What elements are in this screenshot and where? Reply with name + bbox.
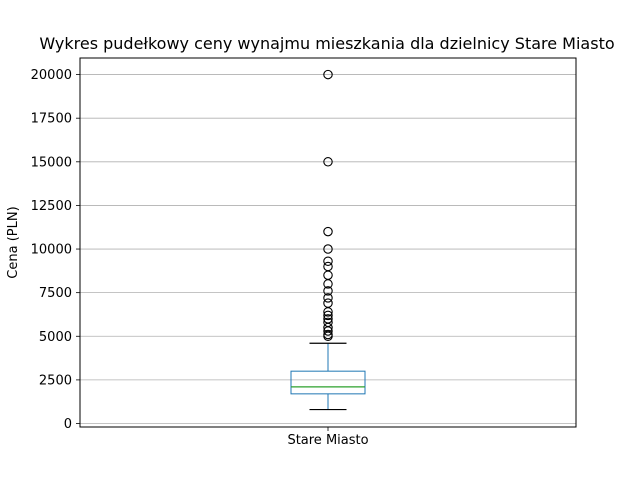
y-axis: 0 2500 5000 7500 10000 12500 15000 17500 20000 bbox=[31, 68, 80, 432]
outlier-point-18 bbox=[323, 69, 333, 80]
y-tick-label-2: 5000 bbox=[39, 330, 72, 345]
outlier-point-9 bbox=[323, 293, 333, 303]
x-axis: Stare Miasto bbox=[287, 427, 369, 448]
x-tick-label-0: Stare Miasto bbox=[287, 433, 368, 448]
y-tick-label-5: 12500 bbox=[31, 199, 72, 214]
outlier-point-6 bbox=[323, 310, 333, 321]
box-iqr bbox=[290, 370, 366, 395]
outlier-point-16 bbox=[323, 226, 333, 237]
y-tick-label-4: 10000 bbox=[31, 243, 72, 258]
outlier-point-12 bbox=[323, 270, 333, 280]
outlier-point-5 bbox=[323, 314, 333, 324]
box-0 bbox=[290, 69, 366, 411]
outlier-point-17 bbox=[323, 157, 333, 167]
grid-lines bbox=[80, 74, 576, 424]
outlier-point-1 bbox=[323, 329, 333, 340]
outlier-point-14 bbox=[323, 256, 333, 267]
y-tick-label-8: 20000 bbox=[31, 68, 72, 83]
boxes bbox=[290, 69, 366, 411]
outlier-point-13 bbox=[323, 261, 333, 272]
outlier-point-15 bbox=[323, 244, 333, 254]
chart-title: Wykres pudełkowy ceny wynajmu mieszkania… bbox=[39, 34, 614, 53]
outlier-point-8 bbox=[323, 298, 333, 308]
y-axis-label: Cena (PLN) bbox=[6, 206, 21, 278]
y-tick-label-7: 17500 bbox=[31, 112, 72, 127]
outlier-point-4 bbox=[323, 317, 333, 328]
y-tick-label-3: 7500 bbox=[39, 286, 72, 301]
y-tick-label-1: 2500 bbox=[39, 373, 72, 388]
y-tick-label-0: 0 bbox=[64, 417, 72, 432]
outlier-point-10 bbox=[323, 286, 333, 296]
y-tick-label-6: 15000 bbox=[31, 155, 72, 170]
